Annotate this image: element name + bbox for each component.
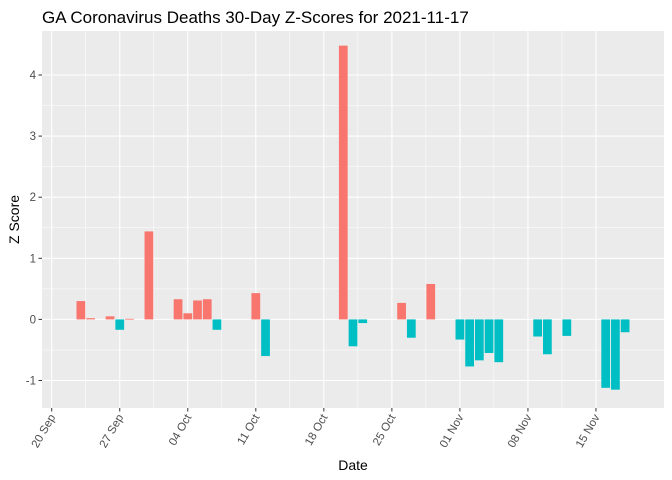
bar-2021-10-29 [426, 283, 436, 320]
chart-title: GA Coronavirus Deaths 30-Day Z-Scores fo… [42, 8, 469, 27]
bar-2021-10-12 [261, 319, 270, 357]
bar-2021-09-28 [125, 318, 134, 320]
bar-2021-11-09 [533, 319, 543, 337]
bar-2021-10-22 [358, 319, 368, 324]
y-tick-label: 2 [30, 192, 36, 204]
bar-2021-10-06 [202, 299, 212, 320]
y-tick-label: 3 [30, 131, 36, 143]
bar-2021-11-18 [620, 319, 630, 333]
bar-2021-11-04 [484, 319, 494, 354]
y-tick-label: 0 [30, 314, 36, 326]
bar-2021-11-01 [455, 319, 465, 340]
x-tick-label: 27 Sep [98, 413, 127, 451]
bar-2021-11-17 [611, 319, 620, 390]
bar-2021-11-12 [562, 319, 572, 336]
x-tick-label: 15 Nov [574, 412, 603, 450]
bars [76, 45, 630, 390]
bar-2021-10-27 [406, 319, 416, 338]
bar-2021-11-03 [474, 319, 484, 361]
bar-2021-10-21 [348, 319, 358, 347]
plot-panel [42, 31, 664, 408]
x-axis-title: Date [338, 457, 368, 473]
x-tick-label: 11 Oct [236, 412, 263, 447]
bar-2021-11-02 [465, 319, 474, 367]
x-tick-label: 25 Oct [371, 412, 399, 448]
bar-2021-10-11 [251, 293, 261, 320]
bar-2021-09-23 [76, 301, 86, 320]
bar-2021-09-26 [105, 316, 115, 320]
y-tick-label: -1 [26, 376, 36, 388]
y-tick-label: 4 [30, 70, 37, 82]
x-tick-label: 04 Oct [167, 412, 195, 448]
grid-lines [42, 31, 664, 408]
bar-2021-09-24 [86, 318, 95, 320]
bar-2021-11-10 [543, 319, 552, 355]
x-axis: 20 Sep 27 Sep 04 Oct 11 Oct 18 Oct 25 Oct 01 N… [30, 408, 603, 450]
x-tick-label: 08 Nov [506, 412, 535, 450]
x-tick-label: 01 Nov [438, 412, 467, 450]
x-tick-label: 18 Oct [303, 412, 331, 448]
bar-2021-11-05 [494, 319, 504, 363]
bar-2021-09-30 [144, 231, 154, 320]
bar-2021-10-03 [173, 299, 183, 320]
bar-2021-10-26 [397, 302, 406, 320]
y-tick-label: 1 [30, 253, 36, 265]
bar-2021-11-16 [601, 319, 611, 388]
y-axis: -1 0 1 2 3 4 [26, 70, 42, 388]
y-axis-title: Z Score [6, 195, 22, 244]
bar-2021-10-05 [193, 300, 202, 320]
bar-2021-09-27 [115, 319, 125, 330]
bar-2021-10-04 [183, 313, 193, 320]
bar-2021-10-07 [212, 319, 222, 330]
bar-2021-10-20 [338, 45, 348, 320]
x-tick-label: 20 Sep [30, 413, 59, 451]
